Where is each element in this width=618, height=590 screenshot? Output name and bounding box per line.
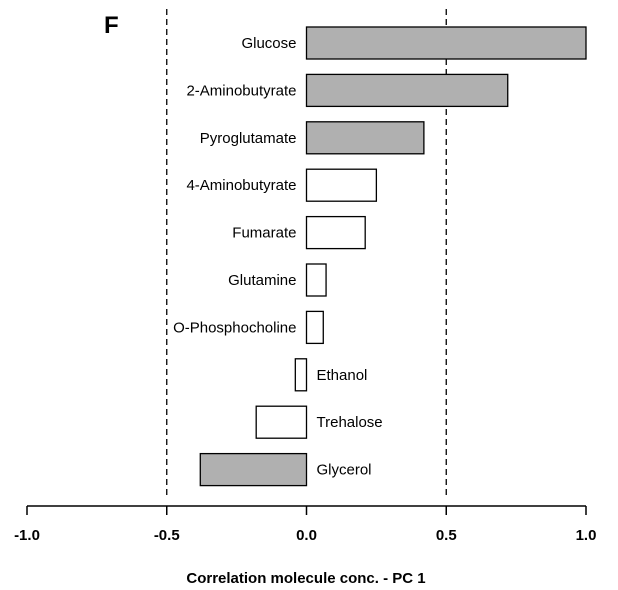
bar-trehalose <box>255 405 308 439</box>
bar-glutamine <box>305 263 327 297</box>
bar-label-4-aminobutyrate: 4-Aminobutyrate <box>186 177 296 194</box>
bar-label-glutamine: Glutamine <box>228 272 296 289</box>
bar-label-2-aminobutyrate: 2-Aminobutyrate <box>186 82 296 99</box>
x-tick-label: 0.5 <box>436 527 457 544</box>
bar-label-trehalose: Trehalose <box>317 414 383 431</box>
x-axis: -1.0 -0.5 0.0 0.5 1.0 <box>14 505 597 544</box>
bar-2-aminobutyrate <box>305 73 509 108</box>
bar-label-pyroglutamate: Pyroglutamate <box>200 130 297 147</box>
bar-glucose <box>305 26 587 60</box>
bar-label-o-phosphocholine: O-Phosphocholine <box>173 319 296 336</box>
x-tick-label: -1.0 <box>14 527 40 544</box>
bar-label-glycerol: Glycerol <box>317 462 372 479</box>
bar-4-aminobutyrate <box>305 168 378 202</box>
panel-label: F <box>104 12 119 39</box>
x-axis-title: Correlation molecule conc. - PC 1 <box>186 570 425 587</box>
x-tick-label: 1.0 <box>576 527 597 544</box>
x-tick-label: 0.0 <box>296 527 317 544</box>
bar-ethanol <box>294 358 308 392</box>
bar-glycerol <box>199 452 308 487</box>
bar-o-phosphocholine <box>305 310 324 345</box>
bar-label-ethanol: Ethanol <box>317 367 368 384</box>
bar-label-glucose: Glucose <box>241 35 296 52</box>
bars: Glucose 2-Aminobutyrate Pyroglutamate 4-Ami… <box>173 26 587 487</box>
bar-pyroglutamate <box>305 121 425 155</box>
bar-fumarate <box>305 215 366 250</box>
bar-label-fumarate: Fumarate <box>232 225 296 242</box>
x-tick-label: -0.5 <box>154 527 180 544</box>
